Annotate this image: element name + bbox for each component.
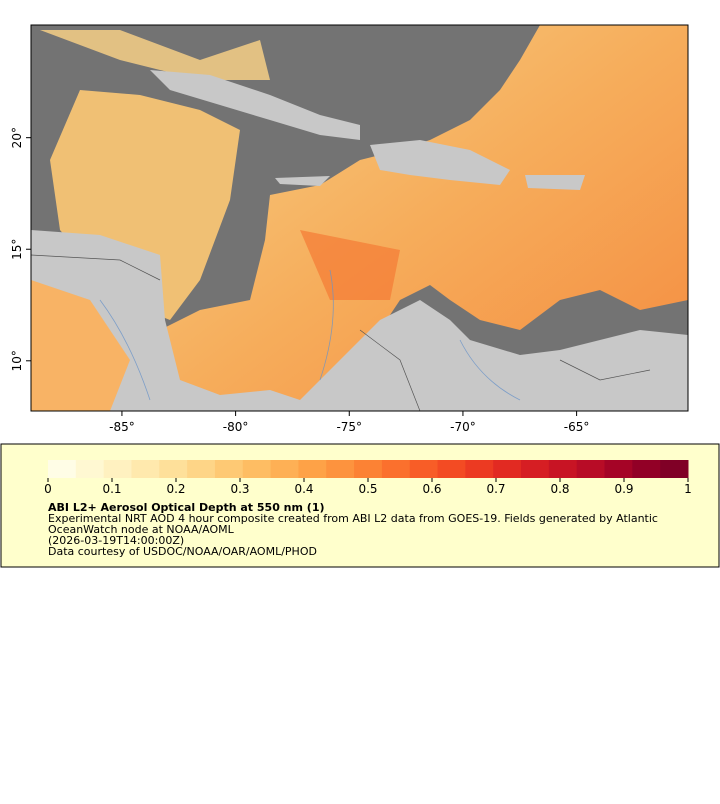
colorbar-segment [660, 460, 689, 478]
x-tick-label: -70° [450, 420, 476, 434]
colorbar-segment [131, 460, 160, 478]
map-axes: -85° -80° -75° -70° -65° 10° 15° 20° [10, 127, 589, 434]
colorbar-segment [298, 460, 327, 478]
colorbar-segment [548, 460, 578, 478]
colorbar-tick-label: 0 [44, 482, 52, 496]
legend-description: Data courtesy of USDOC/NOAA/OAR/AOML/PHO… [48, 545, 317, 558]
colorbar-tick-label: 0.4 [294, 482, 313, 496]
colorbar-segment [576, 460, 606, 478]
colorbar-segment [103, 460, 132, 478]
colorbar-segment [493, 460, 522, 478]
legend-description: OceanWatch node at NOAA/AOML [48, 523, 235, 536]
colorbar-tick-label: 0.3 [230, 482, 249, 496]
colorbar-segment [604, 460, 633, 478]
colorbar-segment [48, 460, 77, 478]
colorbar-tick-label: 0.6 [422, 482, 441, 496]
colorbar-tick-label: 0.2 [166, 482, 185, 496]
y-tick-label: 10° [10, 350, 24, 371]
map-raster [31, 25, 688, 411]
colorbar-segment [326, 460, 355, 478]
legend-description: (2026-03-19T14:00:00Z) [48, 534, 184, 547]
colorbar-segment [354, 460, 383, 478]
colorbar-tick-label: 0.7 [486, 482, 505, 496]
colorbar-tick-label: 0.9 [614, 482, 633, 496]
legend-title: ABI L2+ Aerosol Optical Depth at 550 nm … [48, 501, 325, 514]
colorbar-segment [381, 460, 411, 478]
map-frame [30, 24, 689, 412]
colorbar-segment [270, 460, 299, 478]
colorbar-segment [75, 460, 105, 478]
colorbar-tick-label: 0.5 [358, 482, 377, 496]
colorbar-segment [632, 460, 661, 478]
colorbar-tick-label: 0.1 [102, 482, 121, 496]
x-tick-label: -80° [223, 420, 249, 434]
y-tick-label: 15° [10, 239, 24, 260]
colorbar-tick-label: 1 [684, 482, 692, 496]
colorbar-segment [465, 460, 494, 478]
x-tick-label: -75° [336, 420, 362, 434]
colorbar-segment [242, 460, 272, 478]
colorbar: 0 0.1 0.2 0.3 0.4 0.5 0.6 0.7 0.8 0.9 1 [44, 460, 692, 496]
colorbar-segment [521, 460, 550, 478]
colorbar-tick-label: 0.8 [550, 482, 569, 496]
x-tick-label: -65° [564, 420, 590, 434]
colorbar-segment [159, 460, 188, 478]
colorbar-segment [214, 460, 244, 478]
colorbar-segment [437, 460, 466, 478]
x-tick-label: -85° [109, 420, 135, 434]
y-tick-label: 20° [10, 127, 24, 148]
colorbar-segment [409, 460, 439, 478]
legend-description: Experimental NRT AOD 4 hour composite cr… [48, 512, 658, 525]
colorbar-segment [187, 460, 216, 478]
